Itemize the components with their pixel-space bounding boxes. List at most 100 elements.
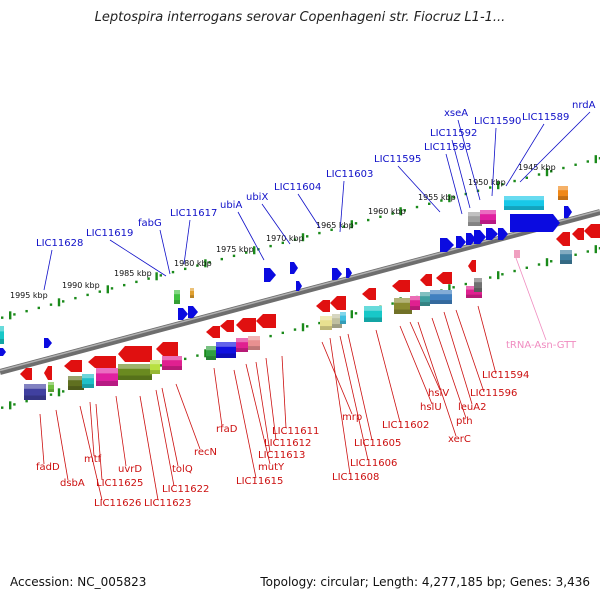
domain-block	[48, 382, 54, 392]
svg-text:LIC11592: LIC11592	[430, 128, 477, 139]
forward-gene-arrow	[178, 308, 188, 320]
gene-label-hslu: hslU	[399, 325, 442, 413]
gene-label-lic11626: LIC11626	[79, 405, 141, 509]
gene-label-lic11613: LIC11613	[255, 361, 305, 461]
svg-text:nrdA: nrdA	[572, 100, 596, 111]
domain-block	[190, 288, 194, 298]
scale-label: 1975 kbp	[216, 245, 254, 254]
reverse-gene-arrow	[88, 356, 116, 368]
svg-text:dsbA: dsbA	[60, 478, 85, 489]
gene-label-xerc: xerC	[417, 321, 471, 445]
trna-feature	[514, 250, 520, 258]
gene-label-lic11589: LIC11589	[505, 112, 569, 187]
gene-label-lic11603: LIC11603	[326, 169, 373, 233]
domain-block	[0, 326, 4, 344]
forward-gene-arrow	[296, 281, 302, 291]
reverse-gene-arrow	[584, 224, 600, 238]
svg-text:LIC11613: LIC11613	[258, 450, 305, 461]
reverse-gene-arrow	[236, 318, 256, 332]
svg-text:LIC11619: LIC11619	[86, 228, 133, 239]
svg-text:LIC11615: LIC11615	[236, 476, 283, 487]
svg-text:LIC11589: LIC11589	[522, 112, 569, 123]
forward-gene-arrow	[188, 306, 198, 318]
reverse-gene-arrow	[362, 288, 376, 300]
forward-gene-arrow	[564, 206, 572, 218]
svg-text:LIC11622: LIC11622	[162, 484, 209, 495]
svg-text:hslV: hslV	[428, 388, 449, 399]
gene-label-lic11612: LIC11612	[264, 357, 311, 449]
svg-text:recN: recN	[194, 447, 217, 458]
gene-label-pth: pth	[431, 317, 473, 427]
reverse-gene-arrow	[206, 326, 220, 338]
gene-label-tolq: tolQ	[161, 387, 193, 475]
gene-label-lic11594: LIC11594	[477, 305, 529, 381]
gene-label-lic11628: LIC11628	[36, 238, 83, 291]
svg-text:mutY: mutY	[258, 462, 285, 473]
domain-block	[236, 338, 248, 352]
bottom-gene-labels: LIC11594 LIC11596 leuA2 pth xerC hslV hslU LIC1…	[36, 305, 529, 509]
gene-label-fadd: fadD	[36, 413, 60, 473]
domain-block	[468, 212, 482, 226]
gene-label-lic11592: LIC11592	[430, 128, 477, 209]
svg-text:tolQ: tolQ	[172, 464, 193, 475]
gene-label-lic11615: LIC11615	[233, 369, 283, 487]
reverse-gene-arrow	[156, 342, 178, 356]
domain-block	[118, 364, 152, 380]
svg-text:LIC11596: LIC11596	[470, 388, 517, 399]
domain-block	[150, 360, 160, 374]
reverse-gene-arrow	[64, 360, 82, 372]
gene-label-trna-asn-gtt: tRNA-Asn-GTT	[506, 257, 577, 351]
domain-block	[216, 342, 236, 358]
domain-block	[206, 346, 216, 360]
svg-text:xseA: xseA	[444, 108, 468, 119]
forward-gene-arrow	[498, 228, 508, 240]
gene-label-lic11622: LIC11622	[155, 389, 209, 495]
svg-text:LIC11590: LIC11590	[474, 116, 521, 127]
reverse-gene-arrow	[256, 314, 276, 328]
gene-label-ubix: ubiX	[246, 192, 291, 245]
gene-label-mrp: mrp	[321, 341, 362, 423]
reverse-gene-arrow	[572, 228, 584, 240]
gene-label-dsba: dsbA	[55, 409, 85, 489]
reverse-gene-arrow	[420, 274, 432, 286]
svg-text:uvrD: uvrD	[118, 464, 142, 475]
scale-label: 1955 kbp	[418, 193, 456, 202]
forward-gene-arrow	[346, 268, 352, 278]
domain-block	[474, 278, 482, 292]
scale-label: 1965 kbp	[316, 221, 354, 230]
domain-block	[332, 314, 342, 328]
scale-label: 1970 kbp	[266, 234, 304, 243]
svg-text:mrp: mrp	[342, 412, 362, 423]
gene-features	[0, 186, 600, 400]
forward-gene-arrow	[0, 348, 6, 356]
svg-text:LIC11604: LIC11604	[274, 182, 321, 193]
scale-label: 1980 kbp	[174, 259, 212, 268]
forward-gene-arrow	[332, 268, 342, 280]
reverse-gene-arrow	[20, 368, 32, 380]
svg-text:tRNA-Asn-GTT: tRNA-Asn-GTT	[506, 340, 577, 351]
domain-block	[68, 376, 84, 390]
gene-label-leua2: leuA2	[443, 311, 486, 413]
gene-label-rfad: rfaD	[213, 367, 238, 435]
gene-label-lic11625: LIC11625	[95, 403, 143, 489]
gene-label-lic11617: LIC11617	[170, 208, 217, 265]
scale-label: 1945 kbp	[518, 163, 556, 172]
svg-text:LIC11595: LIC11595	[374, 154, 421, 165]
scale-labels: 1945 kbp 1950 kbp 1955 kbp 1960 kbp 1965 kbp…	[10, 163, 556, 300]
scale-label: 1950 kbp	[468, 178, 506, 187]
gene-label-lic11604: LIC11604	[274, 182, 321, 229]
scale-label: 1960 kbp	[368, 207, 406, 216]
svg-text:fadD: fadD	[36, 462, 60, 473]
svg-text:ubiA: ubiA	[220, 200, 242, 211]
svg-text:LIC11605: LIC11605	[354, 438, 401, 449]
svg-text:LIC11623: LIC11623	[144, 498, 191, 509]
svg-text:LIC11612: LIC11612	[264, 438, 311, 449]
reverse-gene-arrow	[330, 296, 346, 310]
reverse-gene-arrow	[392, 280, 410, 292]
svg-text:leuA2: leuA2	[458, 402, 486, 413]
gene-label-nrda: nrdA	[519, 100, 596, 183]
scale-label: 1985 kbp	[114, 269, 152, 278]
scale-label: 1995 kbp	[10, 291, 48, 300]
